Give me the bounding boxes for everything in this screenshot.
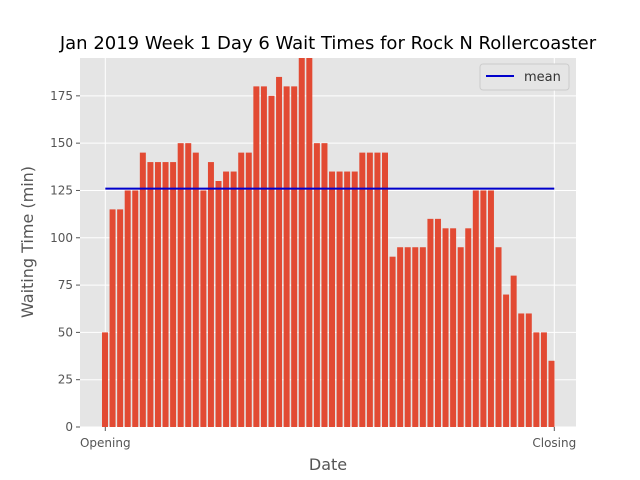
bar [389,256,396,427]
x-axis-ticks: Opening Closing [80,427,576,450]
bar [366,152,373,427]
chart-title: Jan 2019 Week 1 Day 6 Wait Times for Roc… [59,33,597,54]
bar [253,86,260,427]
y-axis-ticks: 0 25 50 75 100 125 150 175 [50,89,80,434]
bar [124,190,131,427]
bar [139,152,146,427]
bar [147,162,154,427]
bar [185,143,192,427]
bar [419,247,426,427]
bar [117,209,124,427]
bar [465,228,472,427]
bar [192,152,199,427]
bar [109,209,116,427]
x-tick-label: Closing [532,436,576,450]
bar [238,152,245,427]
bar [472,190,479,427]
legend: mean [479,63,570,91]
bar [548,360,555,427]
bar [397,247,404,427]
bar [162,162,169,427]
bar [434,218,441,427]
legend-label-mean: mean [524,70,561,85]
bar [154,162,161,427]
x-axis-label: Date [309,455,347,474]
bar [495,247,502,427]
bar [329,171,336,427]
y-axis-label: Waiting Time (min) [18,166,37,318]
bar [457,247,464,427]
y-tick-label: 75 [58,278,73,292]
bar [321,143,328,427]
bar [359,152,366,427]
bar [510,275,517,427]
bar [276,76,283,428]
bar [313,143,320,427]
bar [518,313,525,427]
bar [132,190,139,427]
bar [351,171,358,427]
bars [102,58,555,428]
y-tick-label: 100 [50,231,73,245]
bar [245,152,252,427]
y-tick-label: 150 [50,136,73,150]
bar [200,190,207,427]
bar [291,86,298,427]
bar [525,313,532,427]
bar [283,86,290,427]
bar [427,218,434,427]
plot-area [80,58,576,427]
bar [503,294,510,427]
bar [230,171,237,427]
bar [306,58,313,427]
bar [102,332,108,427]
y-tick-label: 0 [65,420,73,434]
y-tick-label: 125 [50,183,73,197]
y-tick-label: 175 [50,89,73,103]
bar [382,152,388,427]
bar [215,181,222,427]
bar [374,152,381,427]
bar [412,247,419,427]
bar [533,332,540,427]
bar [344,171,351,427]
y-tick-label: 25 [58,373,73,387]
bar [260,86,267,427]
bar [480,190,487,427]
legend-box [479,63,570,91]
bar [268,95,275,427]
bar [540,332,547,427]
bar [177,143,184,427]
bar [223,171,230,427]
x-tick-label: Opening [80,436,131,450]
bar [298,58,305,427]
bar [170,162,177,427]
bar [404,247,411,427]
bar [442,228,449,427]
bar [207,162,214,427]
bar [487,190,494,427]
bar [336,171,343,427]
bar [450,228,457,427]
y-tick-label: 50 [58,325,73,339]
